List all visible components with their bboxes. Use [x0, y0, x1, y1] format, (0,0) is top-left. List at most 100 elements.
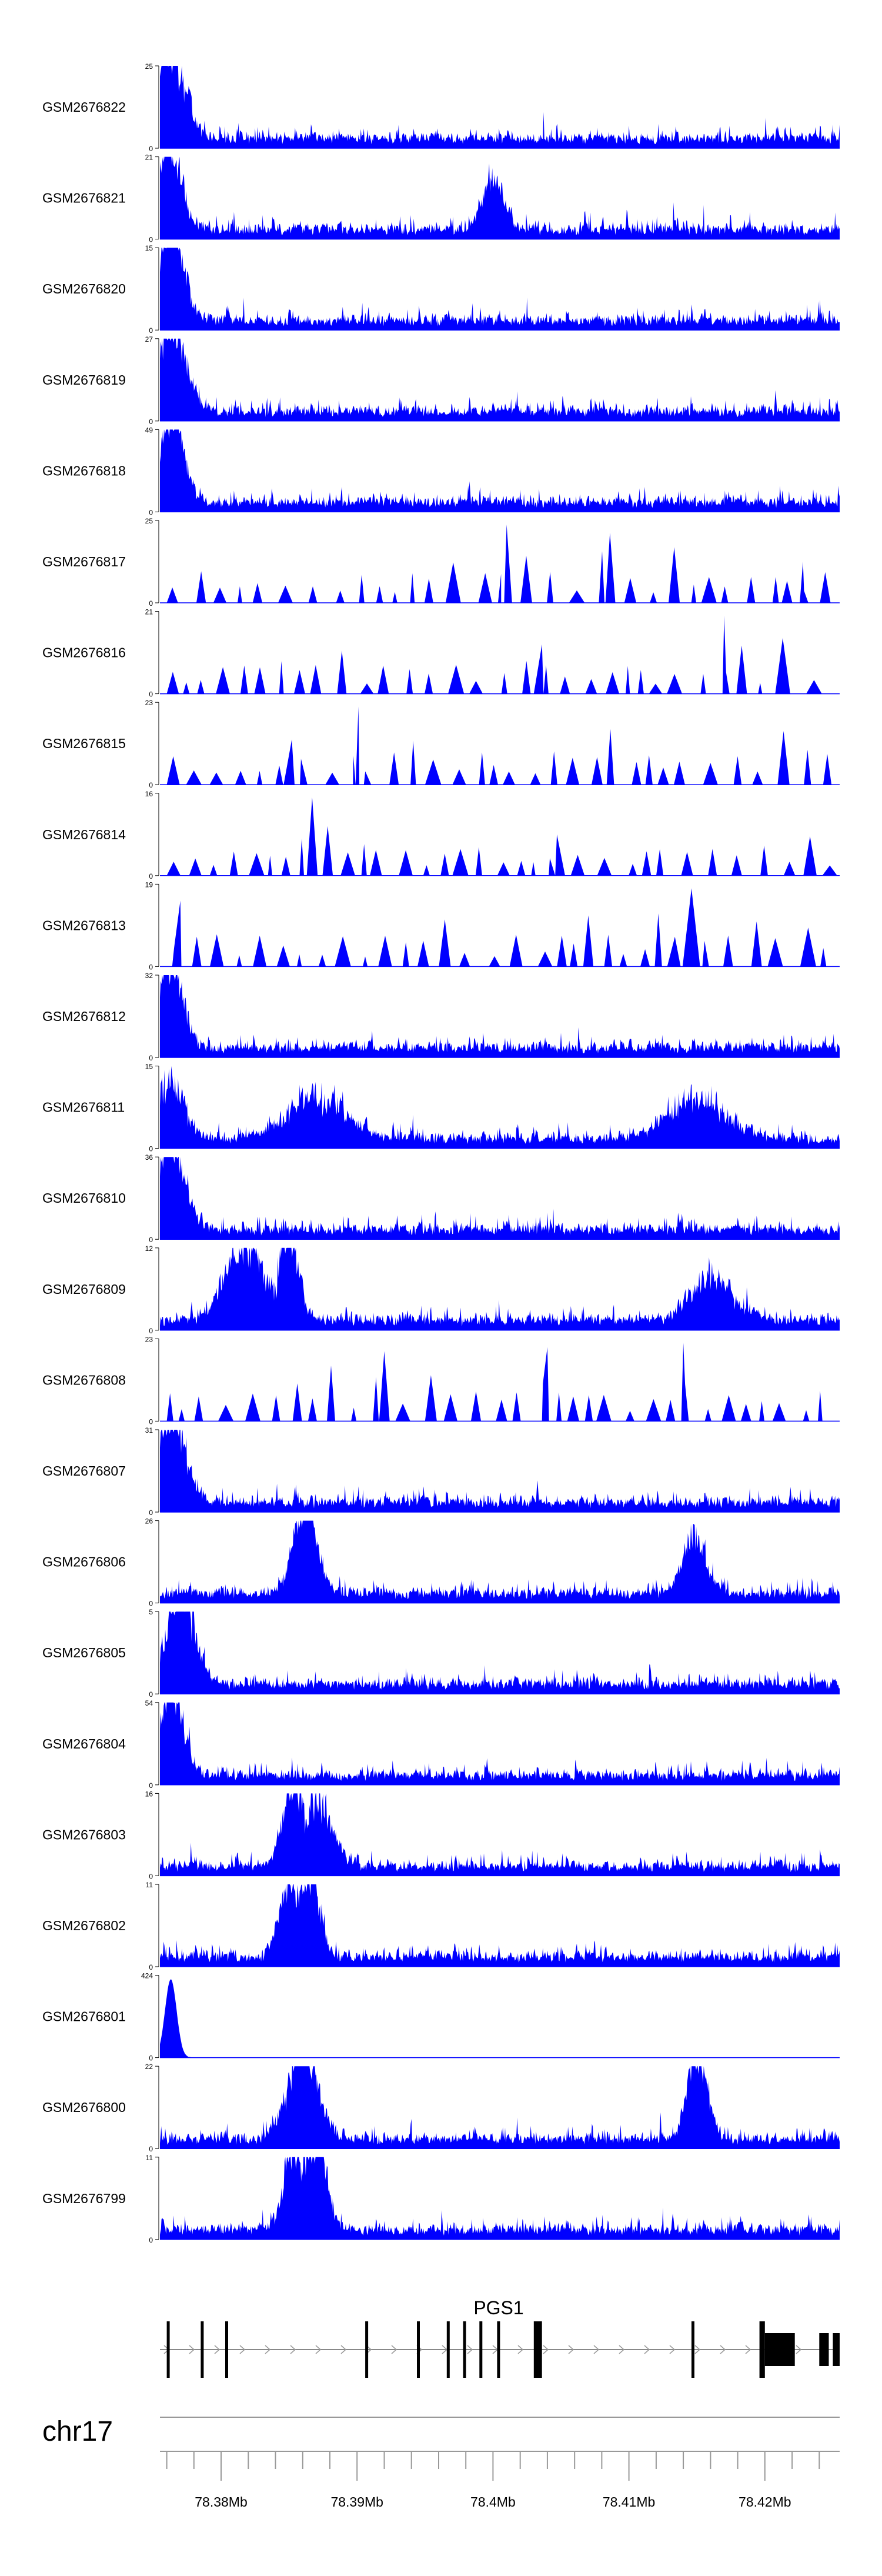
- y-min-label: 0: [149, 599, 153, 608]
- strand-arrow: [189, 2345, 195, 2354]
- strand-arrow: [239, 2345, 246, 2354]
- track-label: GSM2676815: [42, 736, 126, 751]
- track-label: GSM2676818: [42, 463, 126, 478]
- exon-block: [497, 2321, 500, 2378]
- y-max-label: 54: [145, 1699, 153, 1707]
- track-label: GSM2676799: [42, 2191, 126, 2206]
- coverage-area: [160, 2157, 840, 2240]
- axis-tick-label: 78.4Mb: [470, 2494, 516, 2510]
- coverage-track: GSM2676805 5 0: [42, 1608, 840, 1699]
- strand-arrow: [214, 2345, 220, 2354]
- coverage-tracks: GSM2676822250GSM2676821210GSM2676820150G…: [42, 62, 840, 2244]
- strand-arrow: [694, 2345, 701, 2354]
- y-min-label: 0: [149, 1781, 153, 1790]
- strand-arrow: [467, 2345, 473, 2354]
- coverage-area: [160, 1066, 840, 1149]
- exon-block: [463, 2321, 466, 2378]
- y-min-label: 0: [149, 326, 153, 335]
- coverage-area: [160, 1979, 840, 2058]
- y-min-label: 0: [149, 1236, 153, 1244]
- coverage-track: GSM2676812 32 0: [42, 972, 840, 1062]
- y-min-label: 0: [149, 1417, 153, 1426]
- axis-tick-label: 78.42Mb: [739, 2494, 791, 2510]
- track-label: GSM2676817: [42, 554, 126, 569]
- strand-arrow: [644, 2345, 650, 2354]
- strand-arrow: [517, 2345, 524, 2354]
- y-max-label: 31: [145, 1426, 153, 1434]
- y-max-label: 11: [146, 2154, 153, 2162]
- exon-block: [759, 2321, 765, 2378]
- y-min-label: 0: [149, 872, 153, 880]
- exon-block: [833, 2333, 840, 2366]
- exon-block: [166, 2321, 170, 2378]
- y-max-label: 21: [145, 154, 153, 162]
- chromosome-label: chr17: [42, 2416, 113, 2447]
- strand-arrow: [543, 2345, 549, 2354]
- track-label: GSM2676810: [42, 1190, 126, 1206]
- strand-arrow: [796, 2345, 802, 2354]
- y-min-label: 0: [149, 1690, 153, 1699]
- y-max-label: 21: [145, 608, 153, 616]
- track-label: GSM2676806: [42, 1554, 126, 1570]
- coverage-area: [160, 338, 840, 421]
- gene-annotation-track: PGS1: [160, 2297, 840, 2378]
- coverage-track: GSM2676803 16 0: [42, 1790, 840, 1880]
- strand-arrow: [315, 2345, 322, 2354]
- coverage-track: GSM2676799 11 0: [42, 2154, 840, 2244]
- coverage-track: GSM2676820 15 0: [42, 244, 840, 335]
- y-max-label: 26: [145, 1517, 153, 1526]
- coverage-track: GSM2676809 12 0: [42, 1244, 840, 1335]
- coverage-area: [160, 1702, 840, 1785]
- track-label: GSM2676800: [42, 2100, 126, 2115]
- coverage-track: GSM2676801 424 0: [42, 1972, 840, 2063]
- strand-arrow: [619, 2345, 625, 2354]
- y-max-label: 25: [145, 517, 153, 525]
- exon-block: [417, 2321, 420, 2378]
- y-max-label: 12: [145, 1244, 153, 1253]
- coverage-area: [160, 1430, 840, 1512]
- y-max-label: 22: [145, 2063, 153, 2071]
- coverage-area: [160, 429, 840, 512]
- y-max-label: 32: [145, 972, 153, 980]
- coverage-track: GSM2676813 19 0: [42, 880, 840, 971]
- coverage-area: [160, 525, 840, 603]
- axis-tick-label: 78.38Mb: [195, 2494, 248, 2510]
- track-label: GSM2676808: [42, 1372, 126, 1387]
- y-min-label: 0: [149, 418, 153, 426]
- coverage-area: [160, 1247, 840, 1330]
- y-max-label: 49: [145, 426, 153, 434]
- strand-arrow: [265, 2345, 271, 2354]
- y-max-label: 5: [149, 1608, 153, 1616]
- coverage-area: [160, 888, 840, 967]
- axis-tick-label: 78.39Mb: [330, 2494, 383, 2510]
- exon-block: [819, 2333, 829, 2366]
- coverage-track: GSM2676822 25 0: [42, 62, 840, 153]
- coverage-track: GSM2676821 21 0: [42, 154, 840, 244]
- track-label: GSM2676816: [42, 645, 126, 660]
- track-label: GSM2676819: [42, 372, 126, 388]
- track-label: GSM2676813: [42, 917, 126, 933]
- y-max-label: 11: [146, 1881, 153, 1889]
- y-min-label: 0: [149, 1963, 153, 1971]
- coverage-area: [160, 1793, 840, 1876]
- track-label: GSM2676821: [42, 191, 126, 206]
- y-min-label: 0: [149, 236, 153, 244]
- coverage-area: [160, 615, 840, 694]
- track-label: GSM2676805: [42, 1645, 126, 1660]
- coverage-track: GSM2676814 16 0: [42, 790, 840, 880]
- track-label: GSM2676812: [42, 1009, 126, 1024]
- genome-axis-track: chr17 78.38Mb 78.39Mb 78.4Mb 78.41Mb 78.42Mb: [42, 2416, 840, 2510]
- strand-arrow: [745, 2345, 751, 2354]
- coverage-track: GSM2676807 31 0: [42, 1426, 840, 1517]
- strand-arrow: [593, 2345, 600, 2354]
- coverage-area: [160, 2066, 840, 2149]
- coverage-area: [160, 1343, 840, 1422]
- track-label: GSM2676802: [42, 1918, 126, 1933]
- y-max-label: 16: [145, 1790, 153, 1798]
- y-min-label: 0: [149, 963, 153, 971]
- strand-arrow: [669, 2345, 676, 2354]
- y-max-label: 15: [145, 1063, 153, 1071]
- y-max-label: 15: [145, 244, 153, 252]
- y-min-label: 0: [149, 1054, 153, 1062]
- coverage-area: [160, 66, 840, 148]
